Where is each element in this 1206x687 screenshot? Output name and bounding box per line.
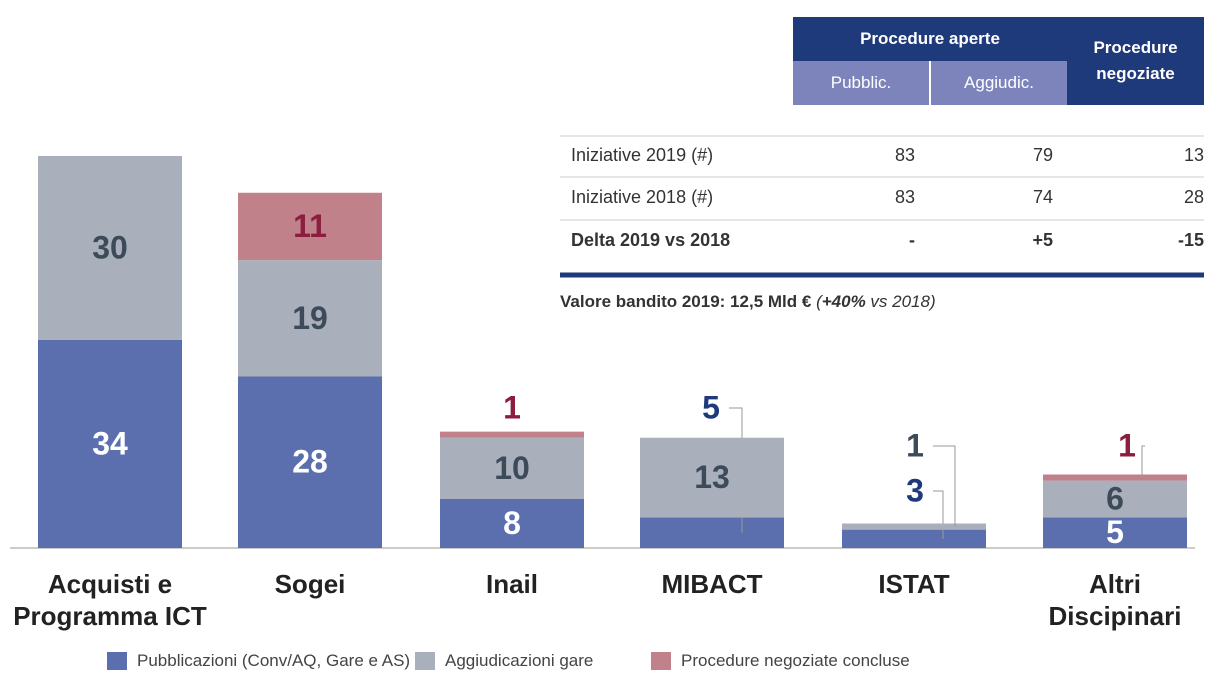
- cell: 74: [1032, 187, 1053, 207]
- cell: 83: [894, 187, 915, 207]
- bar-segment: [38, 156, 182, 340]
- value-label: 3: [906, 472, 924, 508]
- cell: 79: [1032, 145, 1053, 165]
- value-label: 5: [702, 389, 720, 425]
- value-label: 28: [292, 444, 328, 480]
- bar-segment: [1043, 517, 1187, 548]
- cell: -: [909, 230, 915, 250]
- legend-label: Aggiudicazioni gare: [445, 651, 594, 670]
- legend-label: Pubblicazioni (Conv/AQ, Gare e AS): [137, 651, 411, 670]
- value-label: 10: [494, 450, 530, 486]
- bar-segment: [640, 437, 784, 518]
- bar-segment: [440, 431, 584, 438]
- category-label: Altri Discipinari: [1048, 569, 1182, 631]
- category-label: Acquisti e Programma ICT: [13, 569, 207, 631]
- value-label: 8: [503, 505, 521, 541]
- header-sub: Aggiudic.: [931, 61, 1067, 105]
- category-label: Inail: [485, 569, 538, 599]
- header-last: Procedure negoziate: [1067, 17, 1204, 105]
- value-label: 30: [92, 229, 128, 265]
- note-label: Valore bandito 2019: 12,5 Mld €: [560, 292, 812, 311]
- value-label: 34: [92, 425, 128, 461]
- row-label: Iniziative 2019 (#): [571, 145, 714, 165]
- category-label: MIBACT: [661, 569, 763, 599]
- value-label: 6: [1106, 480, 1124, 516]
- value-label: 11: [293, 208, 327, 244]
- leader-line: [933, 445, 956, 527]
- value-label: 19: [292, 300, 328, 336]
- legend-swatch: [651, 652, 671, 670]
- cell: +5: [1032, 230, 1053, 250]
- cell: 83: [894, 145, 915, 165]
- value-label: 1: [906, 427, 924, 463]
- note-change: +40%: [821, 292, 866, 311]
- legend-swatch: [415, 652, 435, 670]
- note-open: (: [816, 292, 822, 311]
- legend-label: Procedure negoziate concluse: [681, 651, 910, 670]
- cell: 13: [1183, 145, 1204, 165]
- bar-segment: [440, 437, 584, 499]
- row-label: Delta 2019 vs 2018: [571, 230, 731, 250]
- bar-segment: [640, 517, 784, 548]
- bar-segment: [1043, 480, 1187, 518]
- value-label: 1: [503, 389, 521, 425]
- category-label: ISTAT: [878, 569, 950, 599]
- cell: 28: [1183, 187, 1204, 207]
- cell: -15: [1177, 230, 1204, 250]
- note: Valore bandito 2019: 12,5 Mld € (+40% vs…: [560, 292, 936, 312]
- category-label: Sogei: [274, 569, 346, 599]
- header-group: Procedure aperte: [793, 17, 1067, 61]
- leader-line: [933, 490, 944, 539]
- value-label: 1: [1118, 427, 1136, 463]
- bar-segment: [238, 376, 382, 548]
- bar-segment: [842, 523, 986, 530]
- value-label: 5: [1106, 514, 1124, 550]
- bar-segment: [842, 529, 986, 548]
- bar-segment: [440, 499, 584, 548]
- bar-segment: [1043, 474, 1187, 481]
- legend-swatch: [107, 652, 127, 670]
- leader-line: [1141, 445, 1145, 478]
- note-rest: vs 2018): [870, 292, 936, 311]
- row-label: Iniziative 2018 (#): [571, 187, 714, 207]
- value-label: 13: [694, 459, 730, 495]
- header-sub: Pubblic.: [793, 61, 929, 105]
- bar-segment: [238, 192, 382, 261]
- bar-segment: [238, 260, 382, 377]
- bar-segment: [38, 339, 182, 548]
